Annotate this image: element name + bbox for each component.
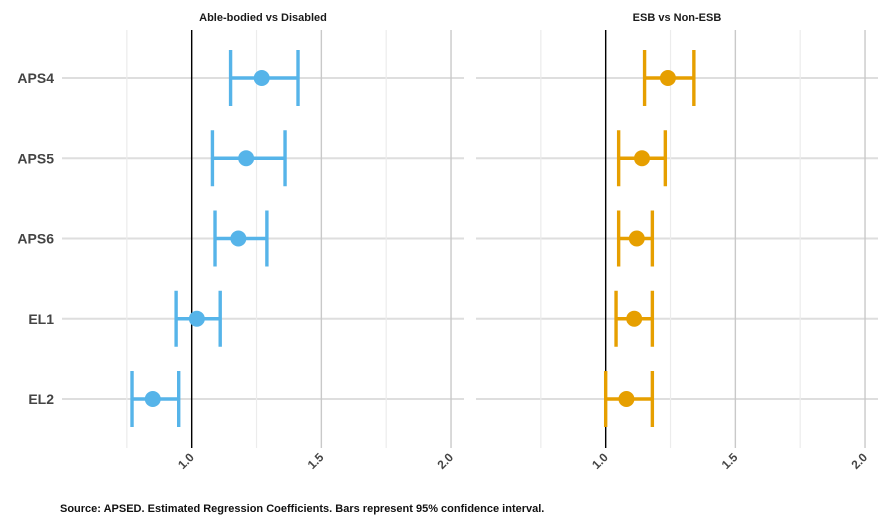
point-estimate [188, 310, 205, 327]
panel-2: ESB vs Non-ESB 1.0 1.5 2.0 [476, 12, 878, 472]
point-estimate [628, 230, 645, 247]
data-mark-aps5 [616, 130, 668, 187]
data-mark-aps4 [228, 50, 300, 106]
x-tick-label: 1.0 [589, 450, 611, 472]
chart-caption: Source: APSED. Estimated Regression Coef… [60, 503, 545, 515]
x-tick-label: 1.5 [305, 450, 327, 472]
y-tick-label: EL2 [28, 391, 54, 407]
y-tick-label: APS6 [17, 231, 54, 247]
point-estimate [253, 70, 270, 86]
y-tick-label: APS4 [17, 70, 54, 86]
point-estimate [238, 150, 255, 167]
data-mark-aps6 [616, 210, 655, 267]
point-estimate [618, 391, 635, 407]
data-mark-el1 [614, 290, 655, 347]
data-mark-aps4 [642, 50, 696, 106]
data-mark-aps6 [213, 210, 269, 267]
y-tick-label: EL1 [28, 311, 54, 327]
data-mark-el2 [603, 371, 655, 427]
data-mark-el1 [174, 290, 222, 347]
point-estimate [659, 70, 676, 86]
x-tick-label: 2.0 [848, 450, 870, 472]
point-estimate [633, 150, 650, 167]
data-mark-aps5 [210, 130, 287, 187]
panel-title: ESB vs Non-ESB [633, 12, 722, 24]
panel-1: Able-bodied vs Disabled 1.0 1.5 2.0 [62, 12, 464, 472]
point-estimate [626, 310, 643, 327]
point-estimate [144, 391, 161, 407]
x-tick-label: 1.5 [719, 450, 741, 472]
data-mark-el2 [130, 371, 181, 427]
point-estimate [230, 230, 247, 247]
x-tick-label: 1.0 [175, 450, 197, 472]
x-tick-label: 2.0 [434, 450, 456, 472]
y-tick-label: APS5 [17, 150, 54, 166]
panel-title: Able-bodied vs Disabled [199, 12, 327, 24]
